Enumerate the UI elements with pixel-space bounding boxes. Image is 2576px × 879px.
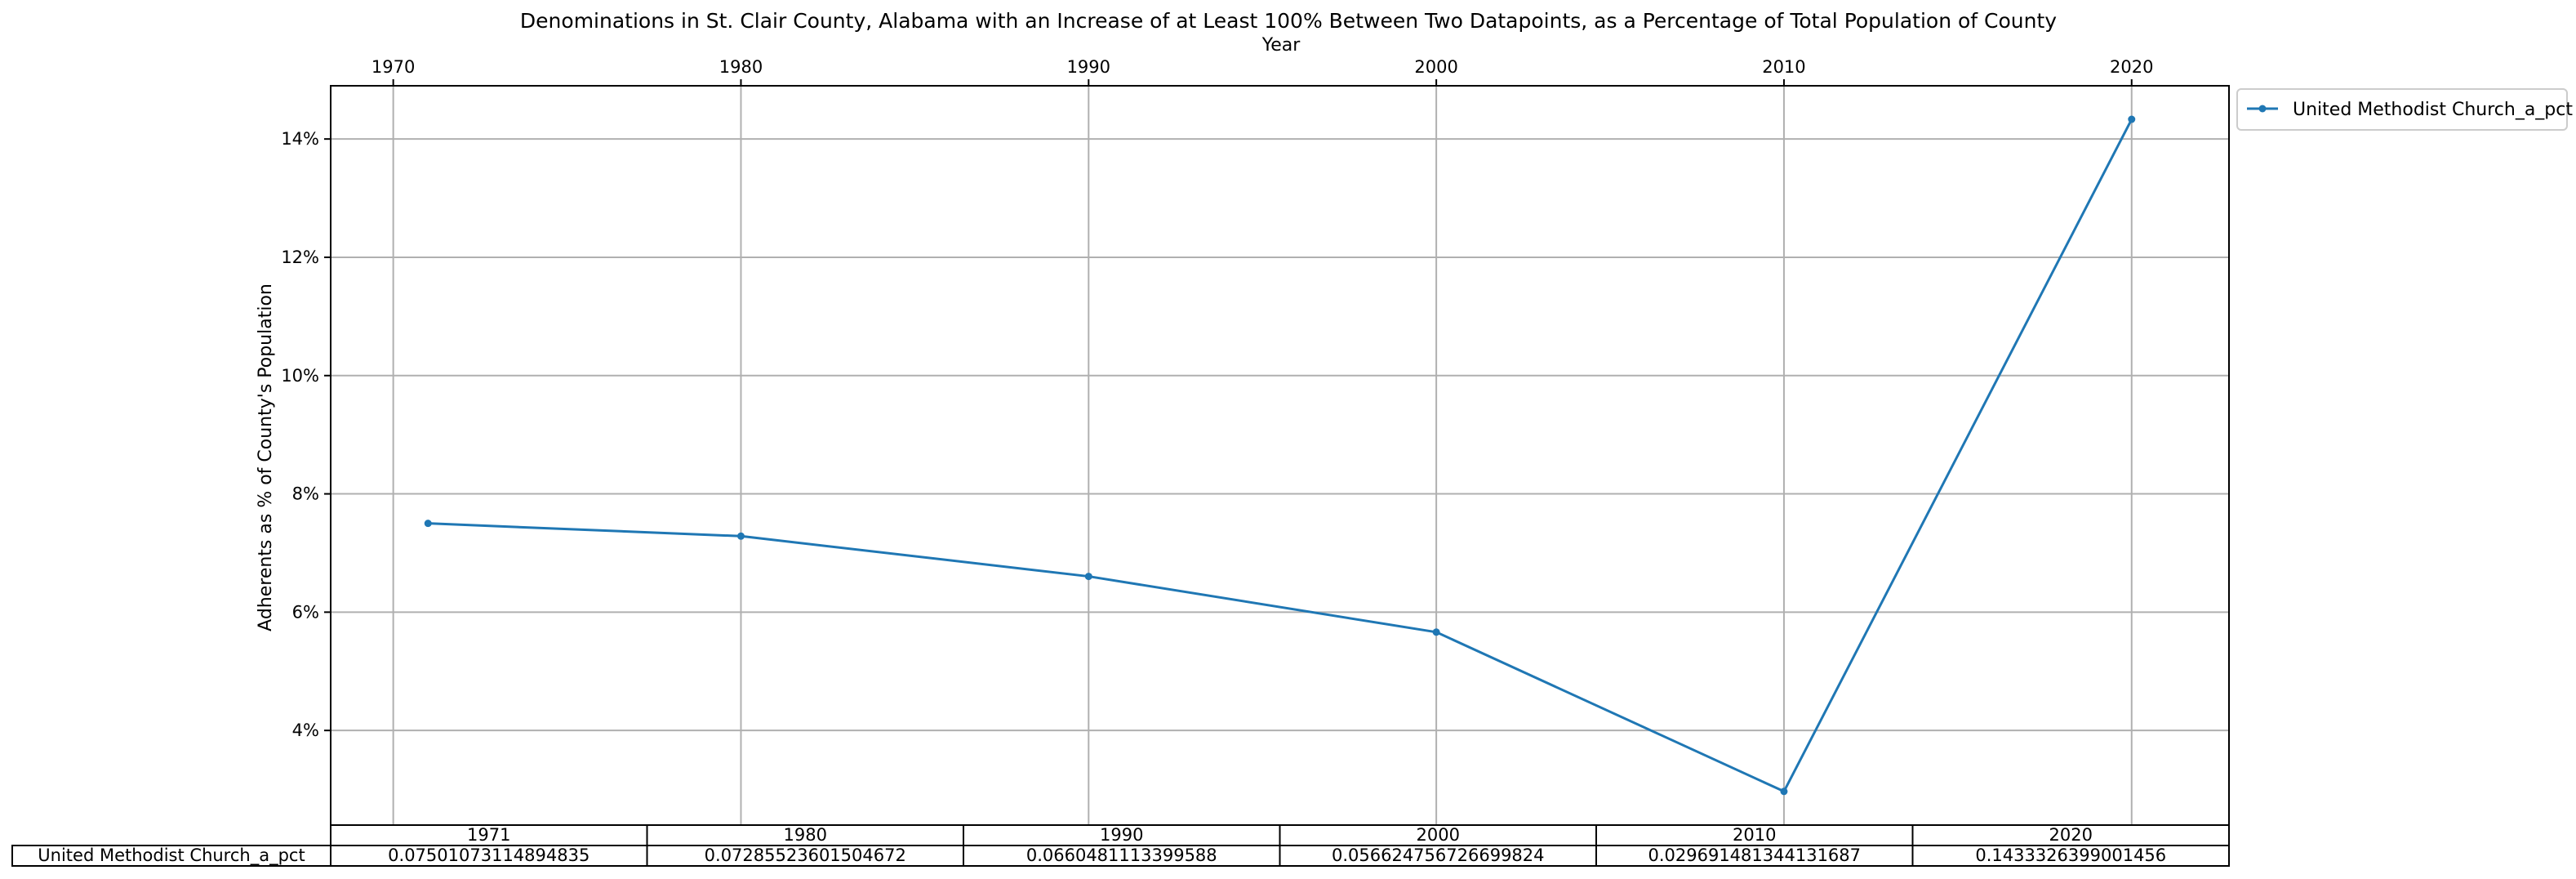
table-cell: 0.07501073114894835 xyxy=(388,846,589,865)
data-point xyxy=(736,532,745,540)
table-cell: 0.07285523601504672 xyxy=(705,846,906,865)
x-tick-label: 1980 xyxy=(719,57,763,77)
plot-frame xyxy=(330,85,2230,826)
y-tick-label: 14% xyxy=(281,129,319,149)
chart-title: Denominations in St. Clair County, Alaba… xyxy=(520,9,2057,33)
data-table: 1971 1980 1990 2000 2010 2020 United Methodist… xyxy=(11,824,2230,867)
legend-box xyxy=(2236,88,2568,131)
x-axis-label: Year xyxy=(1261,35,1301,56)
data-point xyxy=(1780,788,1788,796)
table-column-header: 1990 xyxy=(1100,825,1143,845)
x-tick-label: 1970 xyxy=(371,57,415,77)
table-column-header: 2010 xyxy=(1733,825,1776,845)
data-point xyxy=(1084,573,1092,581)
table-column-header: 2000 xyxy=(1417,825,1460,845)
y-axis-label: Adherents as % of County's Population xyxy=(256,283,276,631)
table-row-label: United Methodist Church_a_pct xyxy=(38,846,305,866)
data-point xyxy=(1432,628,1440,636)
x-tick-label: 2020 xyxy=(2110,57,2153,77)
y-tick-label: 6% xyxy=(292,602,319,622)
y-tick-label: 4% xyxy=(292,721,319,740)
table-cell: 0.0660481113399588 xyxy=(1026,846,1217,865)
legend-label: United Methodist Church_a_pct xyxy=(2293,100,2573,120)
data-point xyxy=(424,520,432,528)
x-tick-label: 2010 xyxy=(1762,57,1805,77)
table-cell: 0.056624756726699824 xyxy=(1332,846,1545,865)
table-column-header: 1971 xyxy=(467,825,510,845)
y-tick-label: 12% xyxy=(281,248,319,267)
legend: United Methodist Church_a_pct xyxy=(2236,88,2573,131)
grid-lines xyxy=(331,86,2229,825)
axis-ticks: 1970 1980 1990 2000 2010 2020 4% 6% 8% 10% 12% 14% xyxy=(281,57,2153,740)
y-tick-label: 10% xyxy=(281,366,319,386)
table-column-header: 1980 xyxy=(784,825,827,845)
x-tick-label: 1990 xyxy=(1067,57,1110,77)
series-lines xyxy=(424,115,2136,796)
table-data-row xyxy=(11,845,2230,867)
table-cell: 0.029691481344131687 xyxy=(1648,846,1861,865)
x-tick-label: 2000 xyxy=(1414,57,1457,77)
table-cell: 0.1433326399001456 xyxy=(1975,846,2166,865)
table-column-header: 2020 xyxy=(2049,825,2093,845)
data-point xyxy=(2128,115,2136,123)
legend-marker-sample xyxy=(2258,105,2267,113)
y-tick-label: 8% xyxy=(292,484,319,504)
series-line xyxy=(428,118,2133,793)
